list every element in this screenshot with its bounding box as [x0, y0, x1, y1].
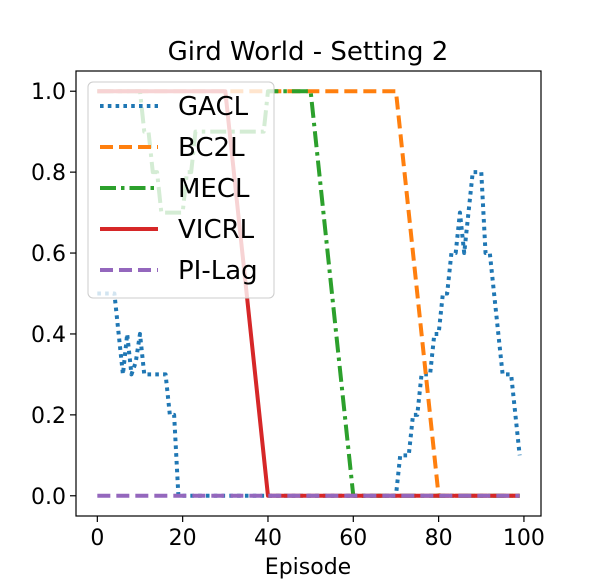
y-tick-label: 0.0: [31, 485, 66, 510]
x-tick-label: 80: [425, 526, 453, 551]
legend-label: PI-Lag: [178, 256, 258, 286]
legend-label: MECL: [178, 174, 250, 204]
x-tick-label: 100: [503, 526, 545, 551]
legend-label: GACL: [178, 92, 249, 122]
legend-box: [87, 81, 275, 299]
chart-title: Gird World - Setting 2: [168, 37, 449, 67]
legend-label: BC2L: [178, 133, 245, 163]
plot-frame: [75, 70, 542, 517]
y-axis: 0.0 0.2 0.4 0.6 0.8 1.0: [31, 80, 76, 510]
y-tick-label: 1.0: [31, 80, 66, 105]
x-axis-label: Episode: [265, 555, 351, 580]
x-axis: 0 20 40 60 80 100: [90, 516, 545, 551]
y-tick-label: 0.8: [31, 161, 66, 186]
x-tick-label: 60: [339, 526, 367, 551]
x-tick-label: 0: [90, 526, 104, 551]
x-tick-label: 40: [254, 526, 282, 551]
y-tick-label: 0.4: [31, 323, 66, 348]
legend-label: VICRL: [178, 215, 255, 245]
legend: GACL BC2L MECL VICRL PI-Lag: [87, 81, 275, 299]
x-tick-label: 20: [169, 526, 197, 551]
y-tick-label: 0.2: [31, 404, 66, 429]
y-tick-label: 0.6: [31, 242, 66, 267]
